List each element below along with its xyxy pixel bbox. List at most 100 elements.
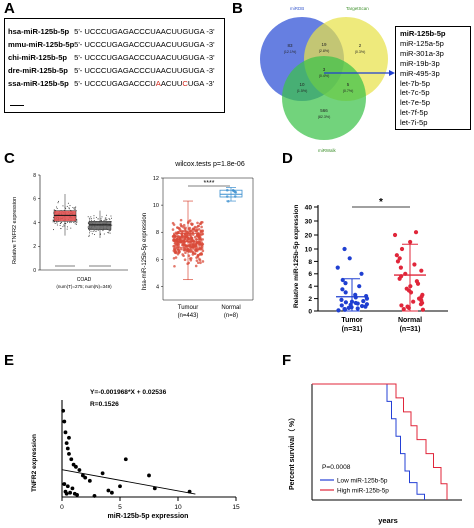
c-left-point [68,208,70,210]
venn-count: 83 [287,43,293,48]
e-ylabel: TNFR2 expression [31,434,38,492]
c-left-point [108,232,110,234]
d-point [343,281,348,286]
c-right-point [195,238,198,241]
c-left-group-sub: (num(T)=275; num(N)=349) [56,284,112,289]
c-left-point [110,215,112,217]
c-right-point [191,253,195,256]
mirna-item: let-7c-5p [400,88,430,98]
c-right-point [175,251,178,254]
d-point [414,279,419,284]
e-point [106,488,111,493]
c-right-point [172,244,175,248]
c-left-point [54,221,56,223]
panel-letter-d: D [282,150,293,167]
c-right-point [199,238,203,242]
panel-e: 0 5 10 15 TNFR2 expression miR-125b-5p expr… [31,389,240,520]
c-right-point [193,252,197,255]
c-right-tick-label: 12 [153,176,159,182]
e-point [83,475,88,480]
venn-pct: (1.5%) [297,89,308,93]
sequence-row: ssa-miR-125b-5p 5'- UCCCUGAGACCCUAACUUCU… [8,79,214,88]
c-right-point [196,221,199,225]
e-point [67,435,71,440]
sequence-name: mmu-miR-125b-5p [8,40,75,49]
sequence-part: 5'- UCCCUGAGACCCU [74,79,156,88]
d-point [339,297,344,302]
c-right-point [199,247,202,251]
e-point [118,484,122,489]
c-left-point [59,224,61,226]
c-left-point [75,206,77,208]
sequence-part: UGA -3' [187,79,215,88]
c-right-point [174,246,178,250]
c-right-point [176,230,180,234]
d-tick-label: 0 [308,308,312,315]
d-point [340,277,345,283]
c-left-point [100,218,102,220]
c-left-ylabel: Relative TNFR2 expression [12,197,18,264]
d-point [401,307,406,312]
mirna-item: let-7i-5p [400,118,428,128]
c-left-point [67,202,69,204]
sequence-text: 5'- UCCCUGAGACCCUAACUUGUGA -3' [74,53,215,62]
e-point [109,490,114,495]
c-right-point [191,250,195,254]
d-point [413,230,419,235]
c-left-point [109,229,111,231]
venn-count: 10 [299,82,305,87]
venn-pct: (0.7%) [343,89,354,93]
c-left-point [93,220,95,222]
c-left-point [56,207,58,209]
e-point [147,473,151,478]
d-point [392,232,398,238]
c-left-point [110,217,112,219]
d-tick-label: 10 [305,246,313,253]
c-right-point [179,238,182,241]
d-point [353,300,358,306]
c-right-point [189,246,192,249]
sequence-text: 5'- UCCCUGAGACCCUAACUUGUGA -3' [74,40,215,49]
panel-d: 0 2 4 6 8 10 20 30 40 Relative miR-125b-5p expre… [293,197,448,333]
d-point [336,308,341,313]
d-point [361,298,366,304]
c-left-tick-label: 6 [33,197,36,203]
d-point [397,256,402,261]
c-right-point [179,223,183,226]
c-left-point [105,219,107,221]
venn-count: 19 [321,42,327,47]
c-left-point [57,200,59,202]
e-tick-group: 0 5 10 15 [60,497,240,511]
d-cat: Normal [398,317,422,324]
f-curve-high [312,383,448,500]
e-point [64,441,69,446]
f-legend-label: High miR-125b-5p [337,488,389,495]
venn-label-mirdb: miRDB [290,6,304,11]
c-right-point [179,218,183,222]
c-left-box [88,221,112,230]
c-left-point [63,224,65,226]
panel-letter-a: A [4,0,15,17]
c-left-point [87,227,89,229]
d-point [340,287,345,292]
d-point [394,253,399,258]
c-right-point [189,250,192,253]
d-point [420,292,425,297]
c-left-point [76,222,78,224]
e-tick-label: 5 [118,504,122,511]
c-right-point [189,257,193,260]
c-left-point [105,214,107,216]
c-left-point [69,205,71,207]
e-point [87,478,92,483]
c-right-ylabel: hsa-miR-125b-5p expression [142,213,148,290]
e-point [68,490,73,495]
mirna-item: let-7b-5p [400,78,430,88]
c-left-point [108,230,110,232]
c-left-point [89,219,91,221]
c-right-point [174,256,178,259]
c-right-point [176,247,180,250]
panel-letter-e: E [4,352,15,369]
c-right-tick-label: 10 [153,203,159,209]
d-point [412,262,417,267]
c-right-point [201,249,205,253]
